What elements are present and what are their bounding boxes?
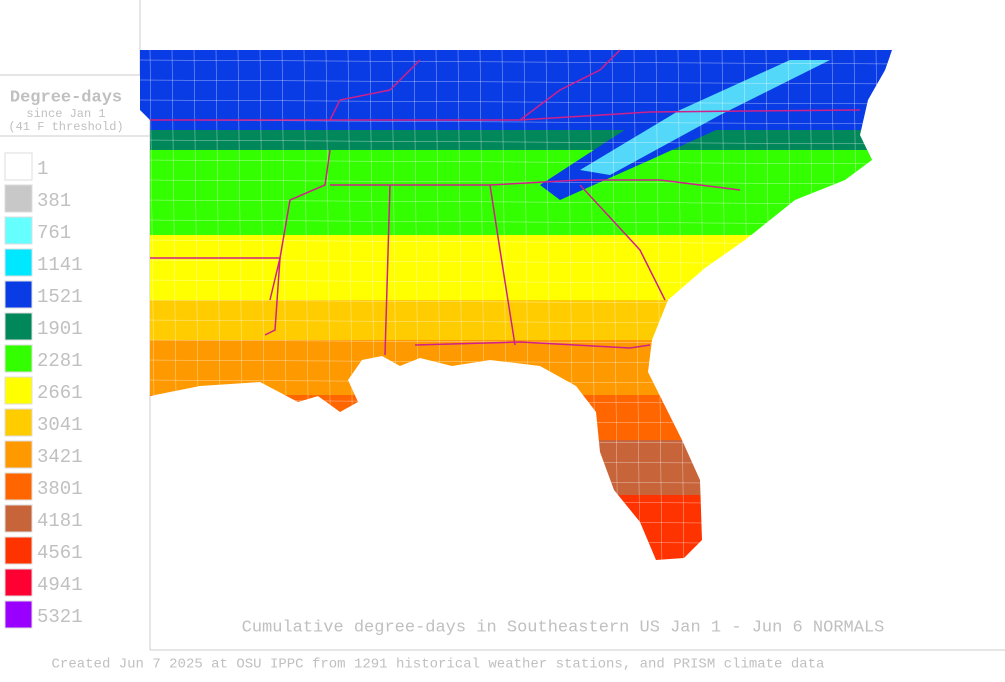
legend-swatch	[4, 440, 33, 469]
county-line	[140, 559, 892, 560]
county-line	[140, 479, 892, 485]
shade-band	[140, 235, 892, 300]
county-line	[898, 50, 904, 570]
legend-swatch	[4, 408, 33, 437]
county-line	[140, 179, 892, 185]
county-line	[875, 50, 883, 560]
state-border	[269, 149, 331, 301]
legend-label: 761	[37, 222, 71, 244]
legend-label: 2281	[37, 350, 83, 372]
state-border	[579, 184, 666, 301]
county-line	[140, 99, 892, 105]
county-line	[140, 399, 892, 405]
county-line	[611, 50, 619, 560]
legend-label: 1	[37, 158, 48, 180]
legend-subtitle: since Jan 1	[26, 107, 105, 121]
state-border	[384, 184, 391, 356]
county-line	[140, 139, 892, 145]
legend-swatch	[4, 312, 33, 341]
caption: Cumulative degree-days in Southeastern U…	[242, 618, 885, 637]
state-borders	[150, 49, 861, 356]
shade-band	[140, 340, 892, 400]
shade-band	[140, 300, 892, 340]
legend-swatch	[4, 280, 33, 309]
county-line	[140, 79, 892, 85]
legend-label: 5321	[37, 606, 83, 628]
legend-swatch	[4, 216, 33, 245]
legend-threshold: (41 F threshold)	[8, 120, 123, 134]
state-border	[519, 49, 621, 121]
legend-label: 3421	[37, 446, 83, 468]
county-line	[140, 59, 892, 65]
state-border	[330, 184, 516, 346]
legend-swatch	[4, 184, 33, 213]
county-line	[140, 519, 892, 525]
shade-band	[140, 395, 892, 440]
county-line	[140, 539, 892, 545]
legend-label: 3041	[37, 414, 83, 436]
legend-label: 1141	[37, 254, 83, 276]
county-line	[633, 50, 641, 560]
footer: Created Jun 7 2025 at OSU IPPC from 1291…	[52, 657, 825, 673]
legend-swatch	[4, 504, 33, 533]
state-border	[489, 179, 741, 191]
shade-band	[580, 60, 830, 175]
county-line	[140, 499, 892, 505]
legend-swatch	[4, 536, 33, 565]
shade-band	[140, 495, 892, 560]
legend-label: 3801	[37, 478, 83, 500]
legend: 1 381 761 1141 1521 1901 2281 2661 3041 3421 3801 4…	[4, 152, 83, 629]
legend-label: 4941	[37, 574, 83, 596]
legend-swatch	[4, 568, 33, 597]
legend-swatch	[4, 344, 33, 373]
legend-swatch	[4, 472, 33, 501]
legend-label: 1521	[37, 286, 83, 308]
state-border	[150, 257, 281, 336]
legend-label: 381	[37, 190, 71, 212]
legend-swatch	[4, 600, 33, 629]
legend-label: 4181	[37, 510, 83, 532]
county-line	[140, 459, 892, 465]
legend-swatch	[4, 152, 33, 181]
legend-title: Degree-days	[10, 88, 122, 107]
state-border	[414, 341, 651, 349]
legend-swatch	[4, 248, 33, 277]
county-line	[655, 50, 663, 560]
state-border	[329, 59, 421, 121]
county-line	[140, 159, 892, 165]
legend-label: 4561	[37, 542, 83, 564]
legend-label: 2661	[37, 382, 83, 404]
county-line	[140, 439, 892, 445]
legend-label: 1901	[37, 318, 83, 340]
county-line	[140, 199, 892, 205]
legend-swatch	[4, 376, 33, 405]
county-line	[140, 419, 892, 425]
shade-band	[140, 440, 892, 495]
